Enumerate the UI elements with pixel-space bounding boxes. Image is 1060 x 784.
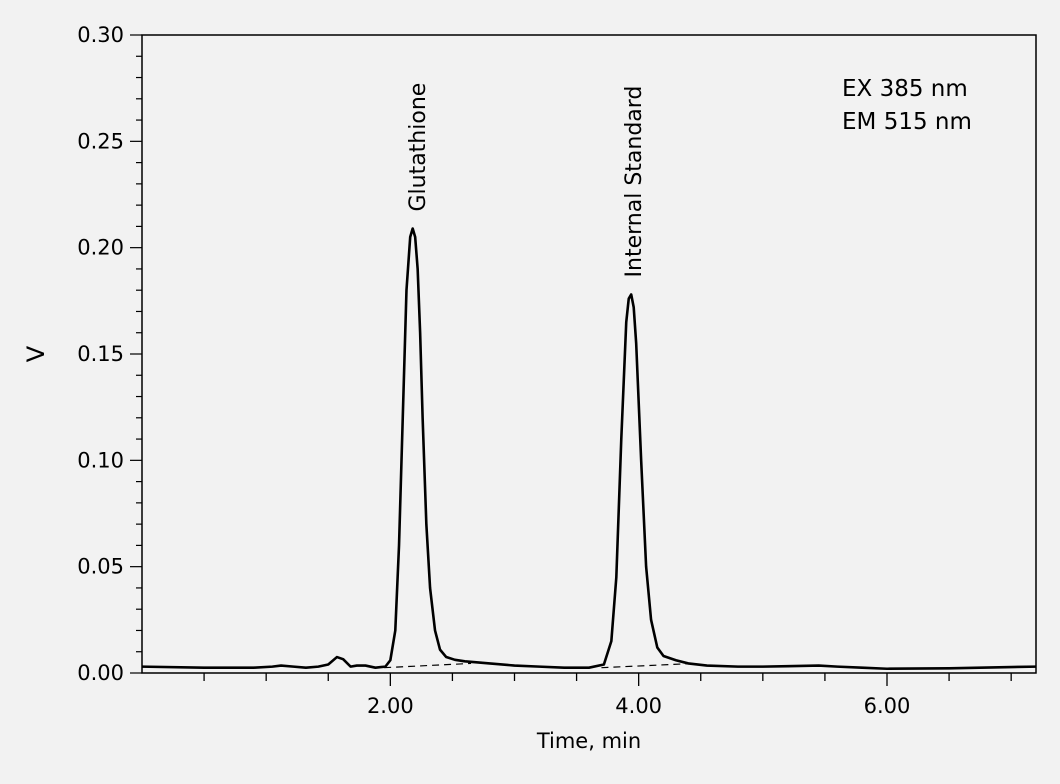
y-axis: 0.00 0.05 0.10 0.15 0.20 0.25 0.30 — [77, 23, 142, 685]
x-axis-label: Time, min — [536, 729, 641, 753]
series-layer — [141, 227, 1037, 671]
peak-label: Internal Standard — [622, 86, 647, 278]
baseline-dashed-line — [384, 662, 472, 669]
x-tick-label: 4.00 — [615, 694, 662, 718]
y-tick-label: 0.15 — [77, 342, 124, 366]
wavelength-annotation: EX 385 nm EM 515 nm — [842, 76, 972, 135]
wavelength-annotation-line: EX 385 nm — [842, 76, 968, 102]
y-tick-label: 0.25 — [77, 129, 124, 153]
wavelength-annotation-line: EM 515 nm — [842, 109, 972, 135]
y-tick-label: 0.10 — [77, 448, 124, 472]
baseline-dashed-line — [601, 662, 695, 669]
y-tick-label: 0.00 — [77, 661, 124, 685]
y-tick-label: 0.20 — [77, 236, 124, 260]
x-tick-label: 2.00 — [367, 694, 414, 718]
peak-label: Glutathione — [406, 83, 431, 212]
peak-labels: Glutathione Internal Standard — [406, 83, 647, 278]
x-tick-label: 6.00 — [864, 694, 911, 718]
plot-frame — [141, 34, 1037, 674]
x-axis: 2.00 4.00 6.00 — [203, 673, 1012, 718]
y-axis-label: V — [22, 345, 50, 362]
y-tick-label: 0.05 — [77, 555, 124, 579]
y-tick-label: 0.30 — [77, 23, 124, 47]
